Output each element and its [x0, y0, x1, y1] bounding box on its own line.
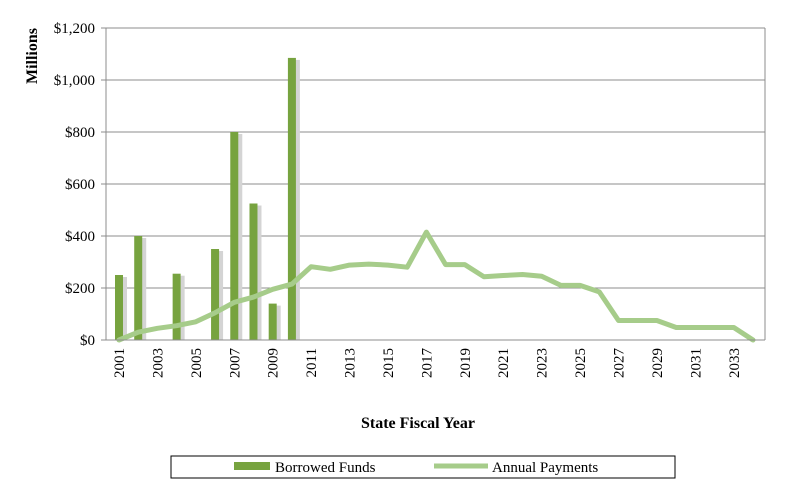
x-tick-label: 2027 [612, 348, 628, 379]
y-tick-label: $800 [65, 125, 95, 141]
y-tick-label: $0 [80, 333, 95, 349]
y-tick-label: $400 [65, 229, 95, 245]
bar-2002 [134, 236, 143, 340]
x-axis-ticks: 2001 2003 2005 2007 2009 2011 2013 2015 2017 2019… [112, 348, 743, 379]
y-tick-label: $1,200 [54, 21, 95, 37]
legend-box [170, 455, 676, 479]
bar-series-borrowed-funds [115, 57, 300, 341]
x-tick-label: 2015 [381, 348, 397, 378]
x-tick-label: 2029 [650, 348, 666, 378]
x-tick-label: 2005 [189, 348, 205, 378]
x-axis-title: State Fiscal Year [361, 415, 475, 432]
legend: Borrowed Funds Annual Payments [170, 455, 676, 479]
x-tick-label: 2011 [304, 348, 320, 377]
annual-payments-line [116, 229, 756, 343]
x-tick-label: 2013 [343, 348, 359, 378]
y-tick-label: $200 [65, 281, 95, 297]
axes [101, 27, 766, 341]
x-tick-label: 2009 [266, 348, 282, 378]
bar-2008 [249, 203, 258, 340]
y-tick-label: $1,000 [54, 73, 95, 89]
bar-2010 [287, 57, 296, 341]
legend-swatch-borrowed-funds [234, 462, 270, 470]
x-tick-label: 2021 [496, 348, 512, 378]
line-series-annual-payments [116, 229, 756, 343]
x-tick-label: 2033 [727, 348, 743, 378]
x-tick-label: 2025 [573, 348, 589, 378]
x-tick-label: 2019 [458, 348, 474, 378]
legend-label-borrowed-funds: Borrowed Funds [275, 460, 376, 476]
bar-2001 [115, 275, 123, 340]
bar-2009 [268, 303, 277, 340]
x-tick-label: 2023 [535, 348, 551, 378]
bar-2006 [211, 249, 220, 340]
x-tick-label: 2007 [227, 348, 243, 379]
y-axis-ticks: $0 $200 $400 $600 $800 $1,000 $1,200 [54, 21, 95, 349]
x-tick-label: 2001 [112, 348, 128, 378]
gridlines [106, 27, 765, 289]
y-tick-label: $600 [65, 177, 95, 193]
bar-2004 [172, 273, 181, 340]
bar-2007 [230, 132, 239, 340]
x-tick-label: 2031 [688, 348, 704, 378]
x-tick-label: 2017 [419, 348, 435, 379]
x-tick-label: 2003 [150, 348, 166, 378]
legend-label-annual-payments: Annual Payments [492, 460, 598, 476]
y-axis-title: Millions [24, 28, 41, 84]
